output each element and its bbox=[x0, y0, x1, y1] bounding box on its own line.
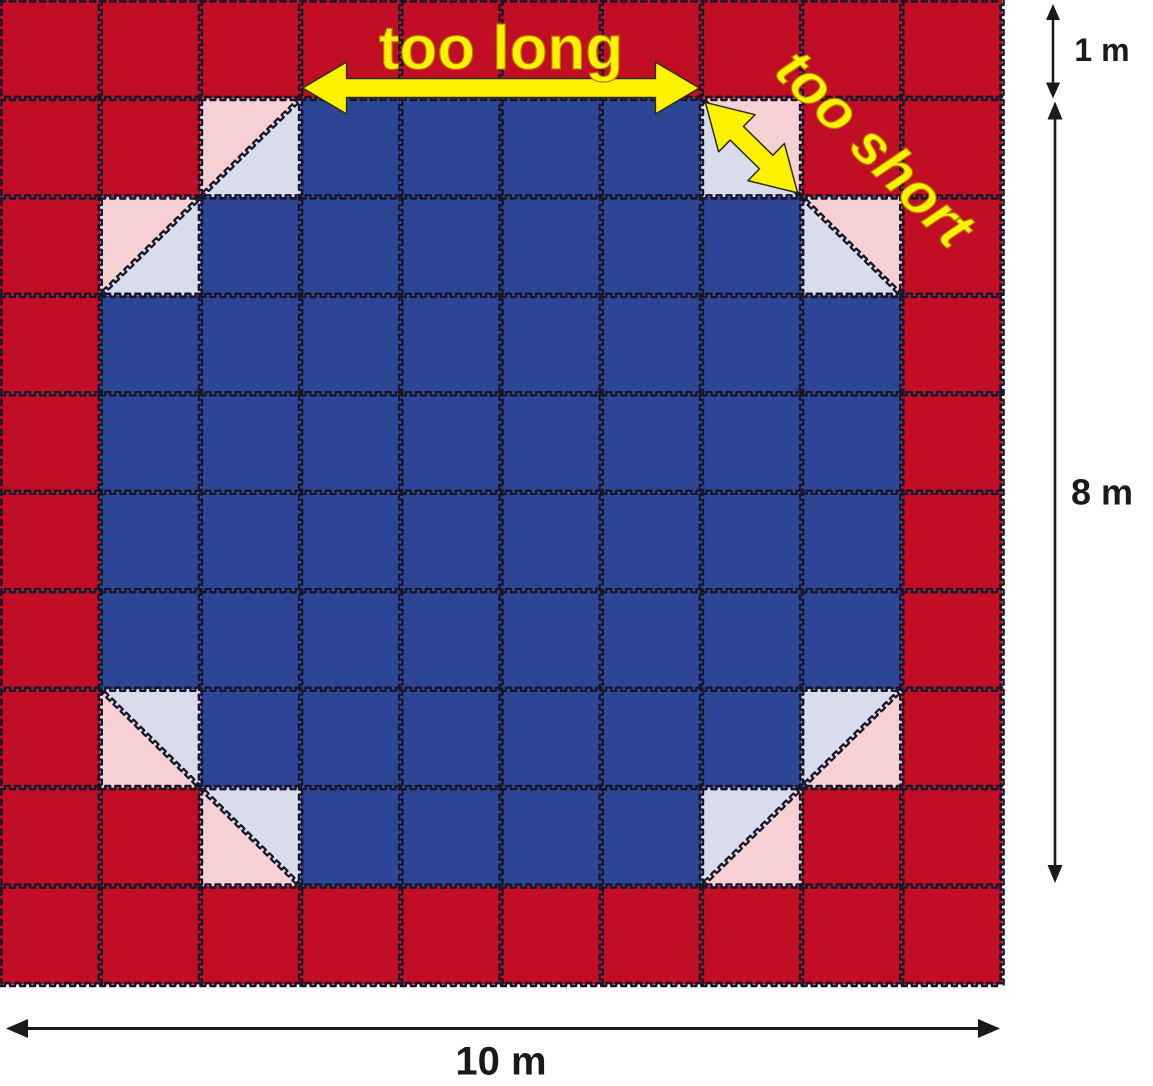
svg-text:10 m: 10 m bbox=[455, 1040, 546, 1084]
svg-text:1 m: 1 m bbox=[1074, 32, 1129, 68]
svg-text:too long: too long bbox=[379, 14, 623, 83]
svg-text:8 m: 8 m bbox=[1071, 471, 1133, 512]
